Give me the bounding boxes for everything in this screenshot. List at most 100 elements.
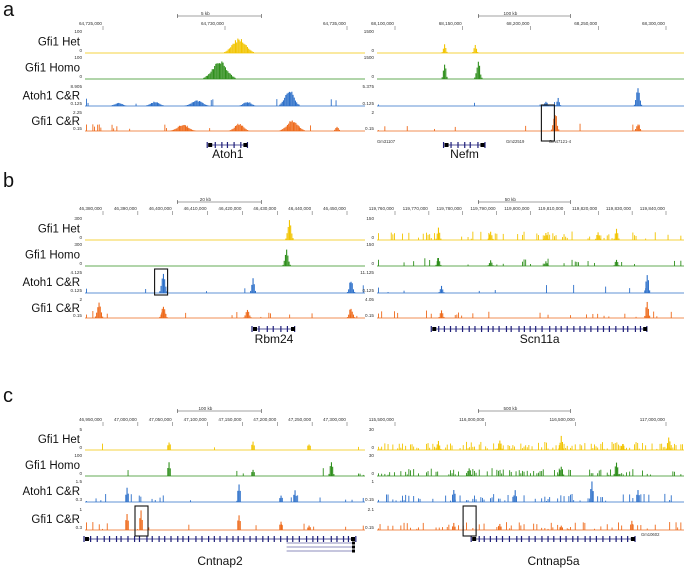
gene-utr [480, 143, 485, 147]
coord-label: 47,300,000 [323, 417, 346, 422]
signal-bar [507, 445, 509, 450]
signal-peak [116, 103, 118, 106]
gene-exon [464, 142, 466, 148]
signal-track-0: 1500 0 [364, 29, 684, 54]
signal-peak [189, 103, 191, 106]
signal-track-3: 2.1 0.15 [365, 507, 684, 531]
signal-bar [311, 313, 313, 318]
signal-bar [675, 445, 677, 450]
signal-bar [581, 445, 583, 450]
signal-peak [150, 103, 152, 106]
signal-track-2: 4.125 0.125 [71, 270, 365, 294]
signal-peak [243, 43, 245, 53]
signal-bar [587, 238, 589, 240]
signal-peak [113, 104, 115, 106]
track-min: 0.15 [365, 497, 374, 502]
signal-bar [618, 444, 619, 450]
track-max: 2 [79, 297, 82, 302]
signal-peak [249, 315, 251, 318]
signal-bar [626, 447, 627, 450]
signal-peak [232, 43, 234, 53]
signal-peak [196, 100, 198, 106]
signal-peak [162, 306, 164, 318]
signal-bar [488, 311, 490, 318]
signal-peak [169, 444, 171, 450]
signal-bar [435, 471, 437, 476]
signal-peak [240, 125, 242, 131]
signal-track-2: 8.905 0.125 [71, 84, 365, 107]
signal-bar [622, 444, 624, 450]
signal-bar [387, 444, 389, 450]
signal-bar [571, 231, 573, 240]
signal-peak [279, 104, 281, 106]
signal-peak [630, 524, 632, 530]
signal-peak [501, 448, 503, 450]
signal-peak [238, 484, 240, 502]
signal-peak [249, 49, 251, 53]
signal-peak [646, 275, 648, 293]
signal-bar [576, 261, 578, 266]
signal-bar [381, 311, 383, 318]
signal-bar [557, 524, 559, 530]
signal-bar [554, 102, 555, 106]
gene-exon [272, 326, 274, 332]
signal-peak [244, 315, 246, 318]
signal-peak [254, 290, 256, 293]
signal-peak [499, 523, 501, 530]
gene-exon [170, 536, 172, 542]
signal-peak [284, 254, 286, 266]
gene-exon [214, 142, 216, 148]
signal-bar [486, 448, 488, 450]
gene-exon [182, 536, 184, 542]
signal-peak [232, 128, 234, 131]
gene-exon [115, 536, 118, 542]
signal-bar [335, 100, 337, 106]
signal-bar [635, 235, 637, 240]
signal-peak [351, 311, 353, 318]
signal-bar [86, 288, 87, 293]
gene-exon [478, 536, 480, 542]
signal-peak [500, 526, 502, 530]
signal-peak [618, 238, 620, 240]
signal-peak [542, 238, 545, 240]
track-label-1: Gfi1 Homo [25, 250, 80, 262]
signal-bar [662, 447, 664, 450]
signal-bar [422, 233, 424, 240]
signal-bar [579, 500, 581, 502]
signal-peak [228, 130, 230, 131]
signal-peak [280, 103, 282, 106]
signal-peak [171, 130, 173, 131]
signal-bar [544, 496, 546, 502]
signal-bar [392, 499, 394, 502]
signal-bar [554, 470, 555, 476]
signal-peak [239, 105, 241, 106]
signal-bar [451, 445, 453, 450]
signal-peak [297, 103, 299, 106]
signal-bar [475, 472, 477, 476]
signal-peak [490, 231, 492, 240]
signal-peak [350, 281, 352, 293]
signal-peak [178, 125, 180, 131]
signal-bar [533, 523, 535, 530]
signal-peak [154, 102, 156, 106]
signal-track-1: 30 0 [369, 453, 684, 477]
signal-peak [350, 308, 352, 318]
gene-exon [237, 536, 239, 542]
gene-exon [573, 326, 575, 332]
signal-peak [204, 104, 206, 106]
signal-bar [397, 448, 399, 450]
signal-peak [297, 125, 299, 131]
signal-peak [666, 443, 669, 450]
signal-bar [621, 473, 623, 476]
track-max: 150 [366, 216, 374, 221]
signal-peak [563, 474, 565, 476]
signal-bar [522, 448, 523, 450]
signal-bar [442, 527, 443, 530]
track-max: 4.05 [365, 297, 374, 302]
gene-exon [584, 536, 586, 542]
signal-peak [558, 448, 560, 450]
gene-utr [472, 537, 477, 541]
signal-bar [579, 123, 581, 131]
signal-peak [217, 63, 219, 79]
signal-bar [405, 494, 407, 502]
